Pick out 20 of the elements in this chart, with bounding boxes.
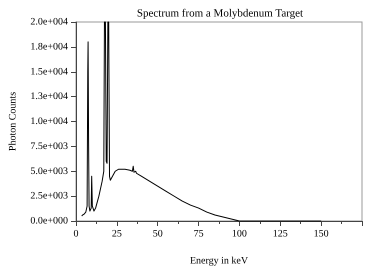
x-tick-label: 25 xyxy=(112,228,122,240)
y-tick-label: 0.0e+000 xyxy=(30,216,68,226)
x-tick-label: 100 xyxy=(232,228,247,240)
y-tick-label: 1.0e+004 xyxy=(30,116,68,127)
line-series xyxy=(81,22,322,222)
y-tick-label: 2.0e+004 xyxy=(30,16,68,28)
y-tick-label: 1.5e+004 xyxy=(30,66,68,78)
y-tick-label: 7.5e+003 xyxy=(30,140,68,152)
x-axis-title: Energy in keV xyxy=(190,256,249,266)
chart-title: Spectrum from a Molybdenum Target xyxy=(136,8,304,20)
x-tick-label: 50 xyxy=(152,228,163,240)
y-tick-label: 2.5e+003 xyxy=(30,190,68,202)
y-tick-label: 1.8e+004 xyxy=(30,41,68,52)
x-tick-label: 125 xyxy=(272,228,288,240)
y-tick-label: 1.3e+004 xyxy=(30,91,68,102)
y-tick-label: 5.0e+003 xyxy=(30,166,68,177)
x-tick-label: 0 xyxy=(74,228,78,240)
y-axis-title: Photon Counts xyxy=(8,92,18,152)
x-tick-label: 75 xyxy=(194,228,204,240)
x-tick-label: 150 xyxy=(314,228,329,240)
